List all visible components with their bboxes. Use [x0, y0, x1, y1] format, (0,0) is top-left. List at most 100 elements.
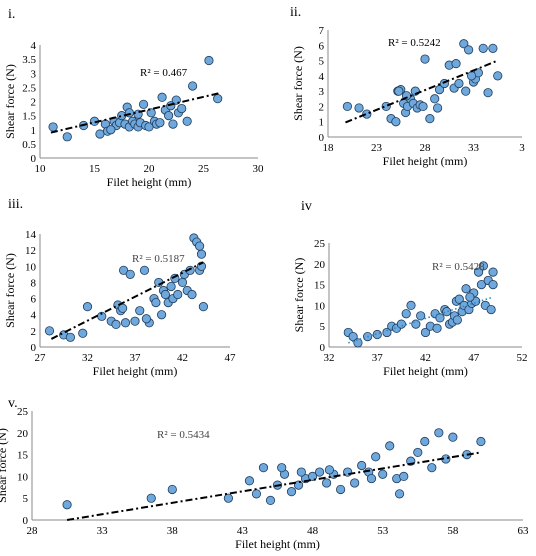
y-tick-label: 10: [314, 300, 326, 312]
data-point: [213, 94, 223, 104]
x-axis-title: Filet height (mm): [107, 175, 192, 189]
data-point: [378, 469, 388, 479]
data-point: [139, 265, 150, 275]
y-tick-label: 0: [320, 342, 326, 354]
data-point: [353, 338, 363, 348]
data-point: [357, 460, 367, 471]
data-point: [111, 319, 121, 329]
data-point: [493, 71, 503, 81]
data-point: [251, 489, 262, 499]
x-tick-label: 32: [324, 352, 335, 364]
data-point: [314, 467, 325, 477]
data-point: [204, 55, 214, 66]
data-point: [418, 101, 428, 112]
y-tick-label: 1: [31, 125, 37, 137]
x-tick-label: 48: [307, 525, 319, 537]
y-axis-title: Shear force (N): [0, 428, 9, 503]
data-point: [420, 436, 430, 447]
r-squared-label: R² = 0.5434: [157, 429, 210, 441]
data-point: [265, 495, 276, 505]
x-tick-label: 23: [371, 142, 383, 154]
y-tick-label: 5: [23, 493, 29, 505]
data-point: [448, 432, 458, 442]
y-tick-label: 0: [319, 132, 325, 144]
data-point: [146, 493, 156, 503]
data-point: [164, 111, 174, 121]
y-tick-label: 5: [320, 321, 326, 333]
data-point: [62, 132, 72, 142]
data-point: [168, 119, 178, 129]
data-point: [452, 315, 462, 325]
data-point: [473, 267, 484, 277]
y-tick-label: 2.5: [22, 82, 36, 94]
y-tick-label: 6: [31, 294, 37, 306]
x-tick-label: 33: [97, 525, 109, 537]
x-axis-title: Filet height (mm): [383, 364, 468, 378]
trendline: [50, 261, 204, 340]
data-point: [95, 129, 105, 139]
data-point: [478, 261, 488, 271]
data-point: [399, 471, 409, 481]
data-point: [425, 114, 435, 124]
data-point: [125, 269, 135, 279]
data-point: [78, 328, 88, 338]
data-point: [187, 289, 197, 300]
data-point: [401, 309, 411, 319]
x-tick-label: 25: [198, 163, 210, 175]
y-tick-label: 10: [25, 261, 37, 273]
data-point: [486, 304, 496, 315]
y-tick-label: 2: [319, 101, 325, 113]
x-axis-title: Filet height (mm): [93, 364, 178, 378]
data-point: [394, 489, 405, 499]
data-point: [130, 316, 140, 326]
y-tick-label: 8: [31, 277, 37, 289]
y-tick-label: 5: [319, 56, 325, 68]
chart-panel-4: iv 0 5 10 15 20 25 32 37 42 47 52 Filet height (mm) S…: [292, 199, 528, 378]
data-point: [354, 103, 364, 113]
data-point: [188, 81, 198, 91]
data-point: [434, 85, 445, 95]
data-point: [182, 116, 192, 126]
data-point: [106, 125, 116, 135]
y-tick-label: 3: [31, 68, 37, 80]
panel-label: iv: [301, 199, 312, 214]
r-squared-label: R² = 0.467: [140, 67, 188, 79]
data-point: [488, 279, 498, 290]
data-point: [406, 300, 416, 310]
x-axis-title: Filet height (mm): [383, 154, 468, 168]
data-point: [196, 249, 207, 259]
data-point: [166, 281, 176, 292]
data-point: [307, 471, 318, 481]
data-point: [391, 117, 401, 127]
y-axis-title: Shear force (N): [3, 64, 17, 139]
chart-panel-1: i. 0 0.5 1 1.5 2 2.5 3 3.5 4 10 15 20 25 30 Filet heigh…: [3, 7, 264, 189]
r-squared-label: R² = 0.5187: [132, 253, 185, 265]
data-point: [155, 118, 165, 128]
y-tick-label: 25: [314, 238, 326, 250]
y-tick-label: 0: [31, 153, 37, 165]
data-point: [394, 86, 404, 96]
panel-label: iii.: [8, 197, 23, 212]
chart-panel-3: iii. 0 2 4 6 8 10 12 14 27 32 37 42 47 Filet height (m…: [3, 197, 236, 378]
x-tick-label: 37: [130, 352, 142, 364]
data-point: [62, 500, 72, 510]
y-axis-title: Shear force (N): [292, 258, 306, 333]
data-point: [195, 241, 205, 251]
data-point: [476, 279, 487, 290]
data-point: [442, 307, 452, 317]
panel-label: i.: [8, 7, 15, 22]
data-point: [82, 302, 93, 312]
y-tick-label: 1: [319, 117, 325, 129]
data-point: [258, 463, 269, 473]
x-tick-label: 33: [468, 142, 480, 154]
y-tick-label: 3.5: [22, 54, 36, 66]
panel-label: v.: [8, 396, 18, 411]
y-tick-label: 20: [17, 428, 29, 440]
data-point: [466, 71, 477, 81]
data-point: [324, 465, 335, 475]
data-point: [459, 39, 469, 49]
data-point: [157, 92, 167, 102]
data-point: [44, 326, 55, 336]
